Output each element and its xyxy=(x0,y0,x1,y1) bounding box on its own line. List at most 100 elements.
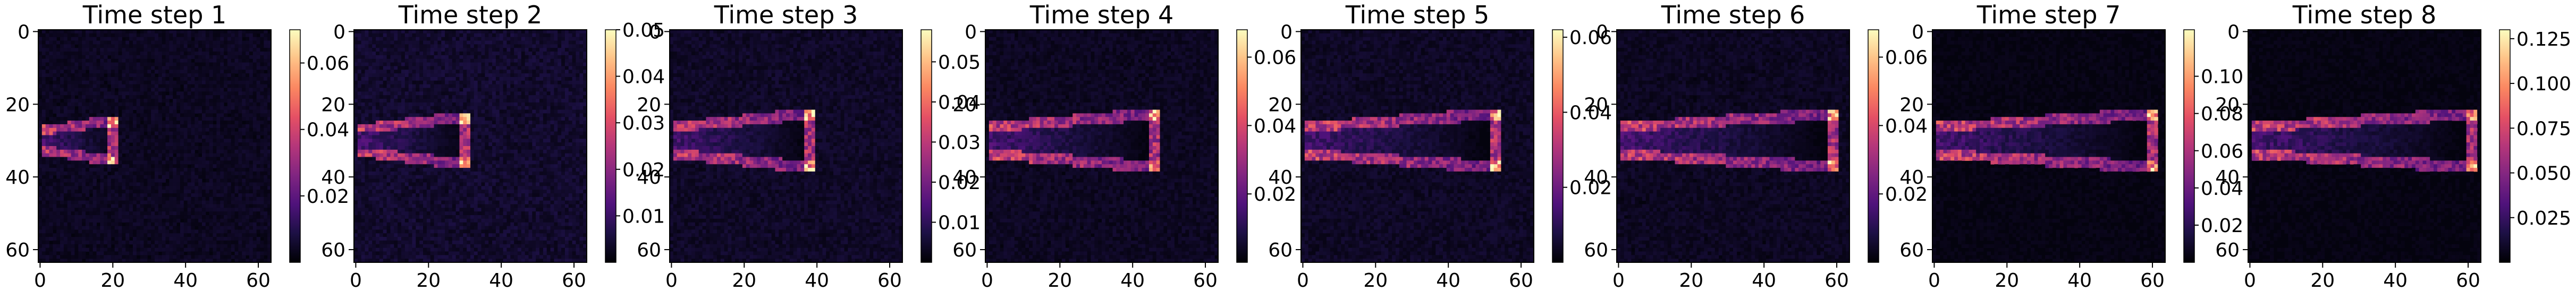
heatmap-cell xyxy=(195,135,198,139)
heatmap-cell xyxy=(100,70,104,73)
heatmap-cell xyxy=(176,41,180,45)
heatmap-cell xyxy=(111,117,115,121)
heatmap-cell xyxy=(38,73,42,77)
heatmap-cell xyxy=(93,44,97,48)
heatmap-cell xyxy=(176,164,180,168)
heatmap-cell xyxy=(169,77,173,81)
heatmap-cell xyxy=(176,113,180,117)
heatmap-cell xyxy=(257,168,260,172)
heatmap-cell xyxy=(82,70,86,73)
heatmap-cell xyxy=(260,117,264,121)
heatmap-cell xyxy=(129,179,133,183)
heatmap-cell xyxy=(49,128,53,132)
heatmap-cell xyxy=(86,168,89,172)
heatmap-cell xyxy=(60,160,64,164)
heatmap-cell xyxy=(173,128,176,132)
heatmap-cell xyxy=(184,63,188,66)
heatmap-cell xyxy=(209,124,213,128)
heatmap-cell xyxy=(227,146,231,150)
heatmap-cell xyxy=(227,128,231,132)
heatmap-cell xyxy=(166,73,170,77)
heatmap-cell xyxy=(60,70,64,73)
heatmap-cell xyxy=(158,124,162,128)
heatmap-cell xyxy=(188,37,191,41)
heatmap-cell xyxy=(166,172,170,175)
heatmap-cell xyxy=(137,48,140,52)
heatmap-cell xyxy=(38,52,42,55)
heatmap-cell xyxy=(235,132,239,135)
heatmap-cell xyxy=(140,110,144,114)
heatmap-cell xyxy=(53,186,56,190)
heatmap-cell xyxy=(176,168,180,172)
heatmap-cell xyxy=(129,164,133,168)
heatmap-cell xyxy=(49,37,53,41)
heatmap-cell xyxy=(125,44,129,48)
heatmap-cell xyxy=(246,128,249,132)
heatmap-cell xyxy=(216,55,220,59)
heatmap-cell xyxy=(173,186,176,190)
heatmap-cell xyxy=(235,160,239,164)
heatmap-cell xyxy=(166,153,170,157)
heatmap-cell xyxy=(122,88,125,92)
heatmap-cell xyxy=(111,106,115,110)
heatmap-cell xyxy=(71,81,75,84)
heatmap-cell xyxy=(133,73,137,77)
heatmap-cell xyxy=(53,70,56,73)
heatmap-cell xyxy=(249,135,253,139)
heatmap-cell xyxy=(209,55,213,59)
heatmap-cell xyxy=(104,124,107,128)
heatmap-cell xyxy=(169,128,173,132)
heatmap-cell xyxy=(147,146,151,150)
heatmap-cell xyxy=(176,63,180,66)
heatmap-cell xyxy=(227,182,231,186)
panel-title: Time step 1 xyxy=(82,1,227,29)
heatmap-cell xyxy=(195,30,198,33)
heatmap-cell xyxy=(86,157,89,161)
heatmap-cell xyxy=(253,179,257,183)
heatmap-cell xyxy=(224,70,227,73)
heatmap-cell xyxy=(264,77,267,81)
heatmap-cell xyxy=(213,33,217,37)
heatmap-cell xyxy=(242,160,246,164)
heatmap-cell xyxy=(133,66,137,70)
heatmap-cell xyxy=(115,33,119,37)
heatmap-cell xyxy=(227,95,231,99)
heatmap-cell xyxy=(176,73,180,77)
heatmap-cell xyxy=(253,142,257,146)
heatmap-cell xyxy=(104,132,107,135)
heatmap-cell xyxy=(133,59,137,63)
heatmap-cell xyxy=(86,160,89,164)
heatmap-cell xyxy=(216,113,220,117)
heatmap-cell xyxy=(264,95,267,99)
heatmap-cell xyxy=(122,124,125,128)
heatmap-cell xyxy=(100,168,104,172)
heatmap-cell xyxy=(125,168,129,172)
heatmap-cell xyxy=(104,146,107,150)
heatmap-cell xyxy=(147,128,151,132)
heatmap-cell xyxy=(38,150,42,153)
heatmap-cell xyxy=(122,99,125,102)
heatmap-cell xyxy=(147,95,151,99)
heatmap-cell xyxy=(166,132,170,135)
heatmap-cell xyxy=(143,91,147,95)
heatmap-cell xyxy=(82,102,86,106)
heatmap-cell xyxy=(93,95,97,99)
heatmap-cell xyxy=(188,157,191,161)
heatmap-cell xyxy=(202,52,206,55)
heatmap-cell xyxy=(257,182,260,186)
heatmap-cell xyxy=(60,41,64,45)
heatmap-cell xyxy=(173,121,176,124)
heatmap-cell xyxy=(180,81,184,84)
heatmap-cell xyxy=(184,113,188,117)
heatmap-cell xyxy=(227,37,231,41)
heatmap-cell xyxy=(64,117,67,121)
heatmap-cell xyxy=(188,41,191,45)
heatmap-cell xyxy=(119,37,122,41)
heatmap-cell xyxy=(249,179,253,183)
heatmap-cell xyxy=(137,128,140,132)
heatmap-cell xyxy=(231,70,235,73)
heatmap-cell xyxy=(97,175,100,179)
heatmap-cell xyxy=(119,102,122,106)
heatmap-cell xyxy=(97,121,100,124)
heatmap-cell xyxy=(49,48,53,52)
